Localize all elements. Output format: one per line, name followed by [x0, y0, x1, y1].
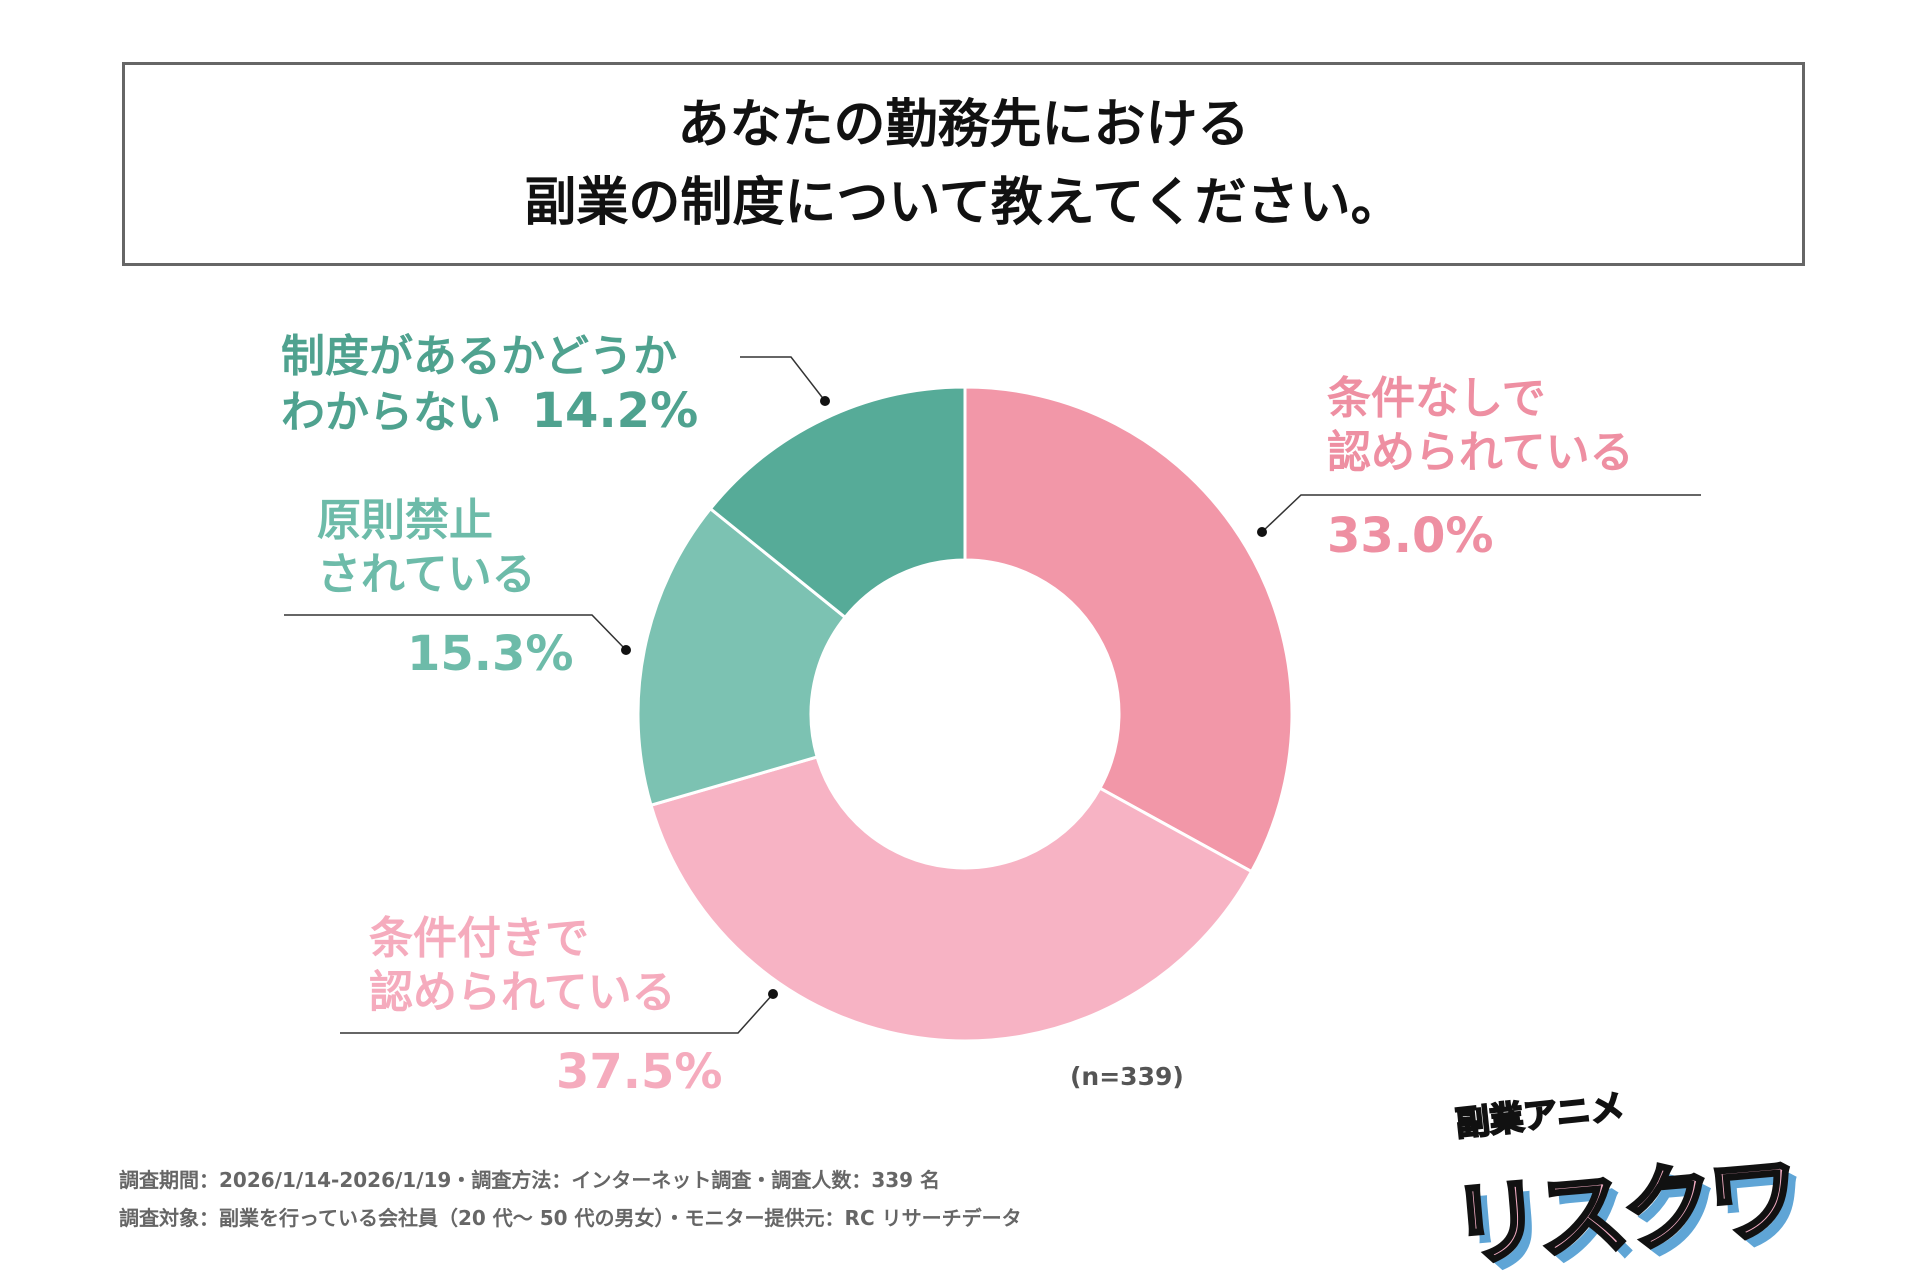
- label-category-1: 条件付きで 認められている: [369, 912, 676, 1020]
- label-1-line-2: 認められている: [369, 967, 676, 1018]
- label-category-2: 原則禁止 されている: [317, 494, 536, 602]
- label-pct-3: 14.2%: [531, 383, 699, 439]
- footer-line-2: 調査対象：副業を行っている会社員（20 代～ 50 代の男女）・モニター提供元：…: [119, 1206, 1022, 1230]
- leader-line-1: [340, 993, 774, 1034]
- leader-line-3: [740, 356, 826, 402]
- donut-slice-1: [649, 755, 1254, 1043]
- label-0-line-2: 認められている: [1327, 427, 1634, 478]
- label-pct-0: 33.0%: [1327, 508, 1494, 564]
- label-1-line-1: 条件付きで: [369, 913, 589, 964]
- leader-line-0: [1261, 494, 1701, 533]
- label-2-line-2: されている: [317, 549, 536, 600]
- leader-dot-1: [768, 989, 778, 999]
- label-category-3: 制度があるかどうか わからない 14.2%: [281, 330, 698, 440]
- leader-line-2: [284, 614, 627, 651]
- donut-slice-0: [963, 385, 1294, 874]
- title-line-1: あなたの勤務先における: [677, 95, 1250, 155]
- title-line-2: 副業の制度について教えてください。: [524, 173, 1403, 233]
- donut-slice-3: [708, 385, 967, 620]
- sample-size-note: (n=339): [1070, 1062, 1184, 1091]
- label-2-line-1: 原則禁止: [317, 495, 493, 546]
- label-0-line-1: 条件なしで: [1327, 373, 1546, 424]
- label-3-line-2: わからない: [281, 387, 501, 438]
- donut-slice-2: [636, 506, 848, 808]
- title-box: あなたの勤務先における 副業の制度について教えてください。: [122, 62, 1805, 266]
- logo: 副業アニメ リスクワ: [1445, 1086, 1801, 1280]
- leader-dot-0: [1257, 527, 1267, 537]
- label-pct-2: 15.3%: [407, 626, 574, 682]
- leader-dot-2: [621, 645, 631, 655]
- footer-line-1: 調査期間：2026/1/14-2026/1/19・調査方法：インターネット調査・…: [119, 1168, 941, 1192]
- label-category-0: 条件なしで 認められている: [1327, 372, 1634, 480]
- label-pct-1: 37.5%: [556, 1044, 723, 1100]
- label-3-line-1: 制度があるかどうか: [281, 331, 677, 382]
- leader-dot-3: [820, 396, 830, 406]
